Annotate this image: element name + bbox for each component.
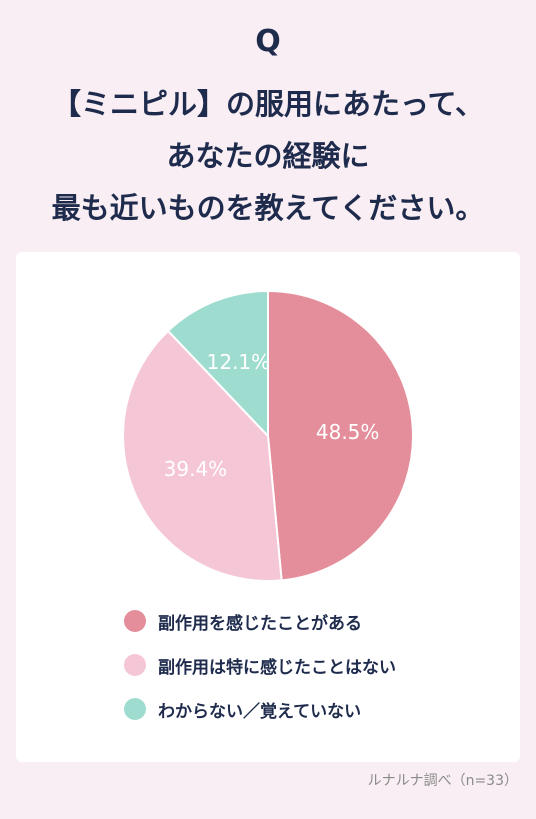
question-line: あなたの経験に (166, 139, 370, 173)
pie-slice (122, 329, 283, 582)
legend-label: 副作用は特に感じたことはない (158, 657, 396, 678)
legend-item: わからない／覚えていない (124, 698, 396, 722)
legend-swatch (124, 610, 146, 632)
legend-swatch (124, 698, 146, 720)
slice-value-label: 48.5% (316, 420, 380, 444)
pie-slice (267, 289, 414, 582)
source-note: ルナルナ調べ（n=33） (367, 773, 518, 789)
legend-label: 副作用を感じたことがある (158, 613, 362, 634)
question-title: 【ミニピル】の服用にあたって、 あなたの経験に 最も近いものを教えてください。 (10, 78, 526, 234)
legend-item: 副作用を感じたことがある (124, 610, 396, 634)
slice-value-label: 12.1% (207, 350, 271, 374)
legend-label: わからない／覚えていない (158, 701, 362, 722)
pie-slice (166, 289, 269, 439)
legend-item: 副作用は特に感じたことはない (124, 654, 396, 678)
question-line: 最も近いものを教えてください。 (51, 191, 485, 225)
slice-value-label: 39.4% (164, 457, 228, 481)
question-line: 【ミニピル】の服用にあたって、 (51, 87, 485, 121)
chart-legend: 副作用を感じたことがある 副作用は特に感じたことはない わからない／覚えていない (124, 610, 396, 742)
legend-swatch (124, 654, 146, 676)
question-marker: Q (255, 24, 281, 59)
